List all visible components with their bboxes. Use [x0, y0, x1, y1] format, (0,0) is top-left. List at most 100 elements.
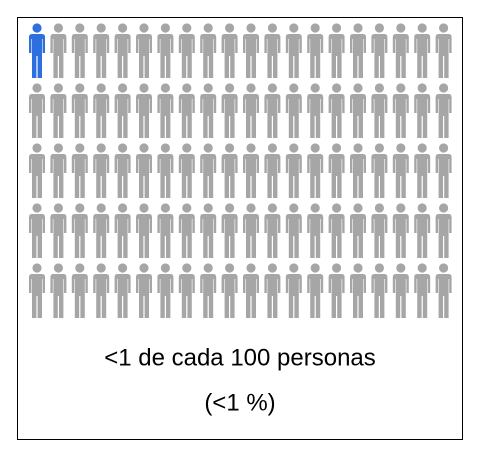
- icon-head: [32, 263, 42, 273]
- icon-body: [200, 154, 217, 198]
- person-icon: [435, 83, 452, 138]
- icon-head: [439, 203, 449, 213]
- icon-body: [350, 94, 366, 138]
- icon-body: [243, 34, 259, 78]
- icon-body: [50, 154, 67, 198]
- icon-body: [71, 274, 88, 318]
- icon-head: [203, 263, 213, 273]
- person-icon: [392, 23, 409, 78]
- icon-head: [353, 263, 363, 273]
- icon-head: [96, 143, 106, 153]
- icon-body: [328, 154, 345, 198]
- icon-head: [32, 143, 42, 153]
- person-icon: [178, 83, 195, 138]
- icon-head: [439, 143, 449, 153]
- icon-body: [392, 154, 409, 198]
- icon-body: [178, 154, 195, 198]
- icon-body: [435, 274, 452, 318]
- person-icon: [50, 203, 67, 258]
- person-icon: [350, 203, 366, 258]
- person-icon: [221, 203, 238, 258]
- icon-head: [96, 23, 106, 33]
- person-icon: [285, 143, 302, 198]
- icon-head: [396, 143, 406, 153]
- icon-head: [118, 203, 128, 213]
- person-icon: [71, 143, 88, 198]
- person-icon: [29, 203, 45, 258]
- person-icon: [435, 23, 452, 78]
- person-icon: [93, 143, 110, 198]
- icon-head: [396, 23, 406, 33]
- person-icon: [243, 83, 259, 138]
- icon-body: [285, 34, 302, 78]
- person-icon: [264, 263, 281, 318]
- icon-head: [439, 263, 449, 273]
- icon-body: [307, 154, 324, 198]
- icon-body: [392, 214, 409, 258]
- person-icon: [392, 143, 409, 198]
- icon-head: [53, 143, 63, 153]
- person-icon: [114, 23, 131, 78]
- icon-head: [32, 203, 42, 213]
- person-icon: [29, 143, 45, 198]
- icon-body: [307, 94, 324, 138]
- icon-head: [53, 23, 63, 33]
- icon-body: [71, 154, 88, 198]
- person-icon: [93, 23, 110, 78]
- person-icon: [29, 263, 45, 318]
- icon-head: [374, 23, 384, 33]
- icon-body: [435, 94, 452, 138]
- icon-head: [289, 263, 299, 273]
- icon-body: [50, 94, 67, 138]
- icon-head: [353, 203, 363, 213]
- person-icon: [328, 263, 345, 318]
- person-icon: [371, 83, 388, 138]
- icon-head: [289, 23, 299, 33]
- person-icon: [307, 23, 324, 78]
- icon-body: [243, 94, 259, 138]
- icon-body: [50, 274, 67, 318]
- icon-head: [267, 263, 277, 273]
- icon-body: [414, 274, 431, 318]
- icon-body: [157, 274, 174, 318]
- person-icon: [285, 23, 302, 78]
- person-icon: [307, 83, 324, 138]
- icon-head: [32, 83, 42, 93]
- icon-head: [353, 83, 363, 93]
- person-icon: [392, 83, 409, 138]
- icon-body: [243, 274, 259, 318]
- person-icon: [200, 203, 217, 258]
- person-icon: [285, 203, 302, 258]
- icon-head: [332, 203, 342, 213]
- icon-head: [396, 263, 406, 273]
- person-icon: [114, 83, 131, 138]
- icon-body: [307, 214, 324, 258]
- person-icon: [136, 263, 152, 318]
- person-icon: [157, 23, 174, 78]
- icon-body: [371, 214, 388, 258]
- icon-body: [285, 94, 302, 138]
- person-icon: [221, 23, 238, 78]
- icon-head: [75, 143, 85, 153]
- person-icon: [243, 203, 259, 258]
- person-icon: [178, 263, 195, 318]
- icon-head: [225, 263, 235, 273]
- person-icon: [178, 203, 195, 258]
- person-icon: [221, 263, 238, 318]
- person-icon: [350, 143, 366, 198]
- icon-body: [264, 274, 281, 318]
- person-icon: [328, 83, 345, 138]
- icon-body: [371, 94, 388, 138]
- icon-head: [417, 143, 427, 153]
- icon-head: [289, 143, 299, 153]
- person-icon: [71, 203, 88, 258]
- person-icon: [200, 143, 217, 198]
- person-icon: [157, 203, 174, 258]
- icon-body: [221, 34, 238, 78]
- icon-head: [417, 83, 427, 93]
- icon-head: [96, 263, 106, 273]
- icon-head: [246, 83, 256, 93]
- person-icon: [221, 83, 238, 138]
- icon-body: [71, 214, 88, 258]
